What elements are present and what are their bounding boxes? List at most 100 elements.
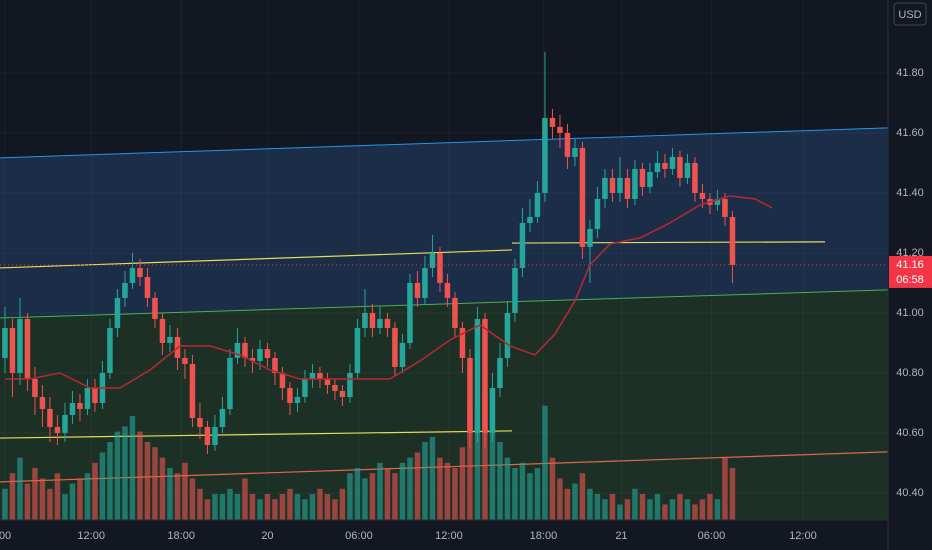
candle-body [572,147,578,157]
x-tick-label: 00 [0,530,11,542]
volume-bar [594,494,601,520]
volume-bar [579,473,586,520]
volume-bar [324,494,331,520]
y-tick-label: 40.60 [896,427,924,439]
volume-bar [639,494,646,520]
currency: USD [898,9,921,21]
volume-bar [279,494,286,520]
volume-bar [317,488,323,520]
last-price-label: 41.16 [896,259,924,271]
currency-box[interactable] [893,2,927,26]
volume-bar [242,478,248,520]
candle-body [212,426,218,445]
candle-body [497,357,503,388]
countdown-label: 06:58 [896,274,924,286]
volume-bar [182,462,188,520]
volume-bar [414,452,421,520]
x-tick-label: 21 [615,530,627,542]
x-tick-label: 12:00 [77,530,105,542]
volume-bar [39,478,46,520]
volume-bar [662,504,668,520]
last-price-box [889,255,932,288]
candle-body [624,177,631,199]
volume-bar [107,442,113,520]
y-tick-label: 41.40 [896,187,924,199]
candle-body [617,177,623,193]
candle-body [377,318,383,328]
candle-body [294,396,301,403]
candle-body [144,276,151,298]
candle-body [729,216,736,265]
candle-body [69,402,76,415]
volume-bar [197,488,203,520]
x-tick-label: 06:00 [698,530,726,542]
candle-body [17,318,23,373]
x-tick-label: 12:00 [435,530,463,542]
candle-body [489,387,496,433]
volume-bar [429,436,436,520]
candle-body [39,396,46,409]
candle-body [354,327,361,373]
volume-bar [167,468,173,520]
volume-bar [219,494,226,520]
volume-bar [534,468,541,520]
channel-line [0,289,888,319]
volume-bar [669,499,676,520]
volume-bar [2,488,8,520]
volume-bar [512,468,518,520]
volume-bar [714,499,721,520]
volume-bar [459,447,466,520]
candle-body [677,156,683,178]
candle-body [92,387,98,403]
x-tick-label: 18:00 [530,530,558,542]
volume-bar [47,488,53,520]
volume-bar [227,488,233,520]
candle-body [272,357,278,373]
volume-bar [54,473,61,520]
volume-bar [9,473,16,520]
x-tick-label: 06:00 [345,530,373,542]
candle-body [54,426,61,433]
candle-body [467,357,473,433]
candle-body [264,348,271,358]
candle-body [242,342,248,358]
candle-body [392,327,398,367]
volume-bar [272,499,278,520]
candle-body [639,168,646,187]
candle-body [609,177,616,193]
candle-body [564,132,571,157]
channel-upper-fill [0,127,888,319]
candle-body [452,297,458,328]
volume-bar [452,468,458,520]
y-tick-label: 41.60 [896,127,924,139]
volume-bar [354,468,361,520]
candle-body [2,327,8,358]
candle-body [504,312,511,358]
x-tick-label: 20 [261,530,273,542]
volume-bar [69,483,76,520]
candle-body [587,228,593,247]
candle-body [549,117,556,127]
volume-bar [114,431,121,520]
candle-body [399,342,406,367]
volume-bar [564,488,571,520]
volume-bar [384,468,391,520]
candle-body [197,417,203,427]
volume-bar [407,457,413,520]
volume-bar [572,483,578,520]
volume-bar [339,488,346,520]
moving-average [4,195,773,389]
candle-body [422,267,428,298]
y-tick-label: 41.80 [896,67,924,79]
volume-bar [654,494,661,520]
volume-bar [609,494,616,520]
candle-body [159,318,166,343]
candle-body [459,327,466,358]
candle-body [527,216,533,223]
volume-bar [189,478,196,520]
candle-body [129,267,136,283]
candle-body [62,414,68,433]
candle-body [182,357,188,364]
candle-body [324,378,331,385]
volume-bar [362,478,368,520]
